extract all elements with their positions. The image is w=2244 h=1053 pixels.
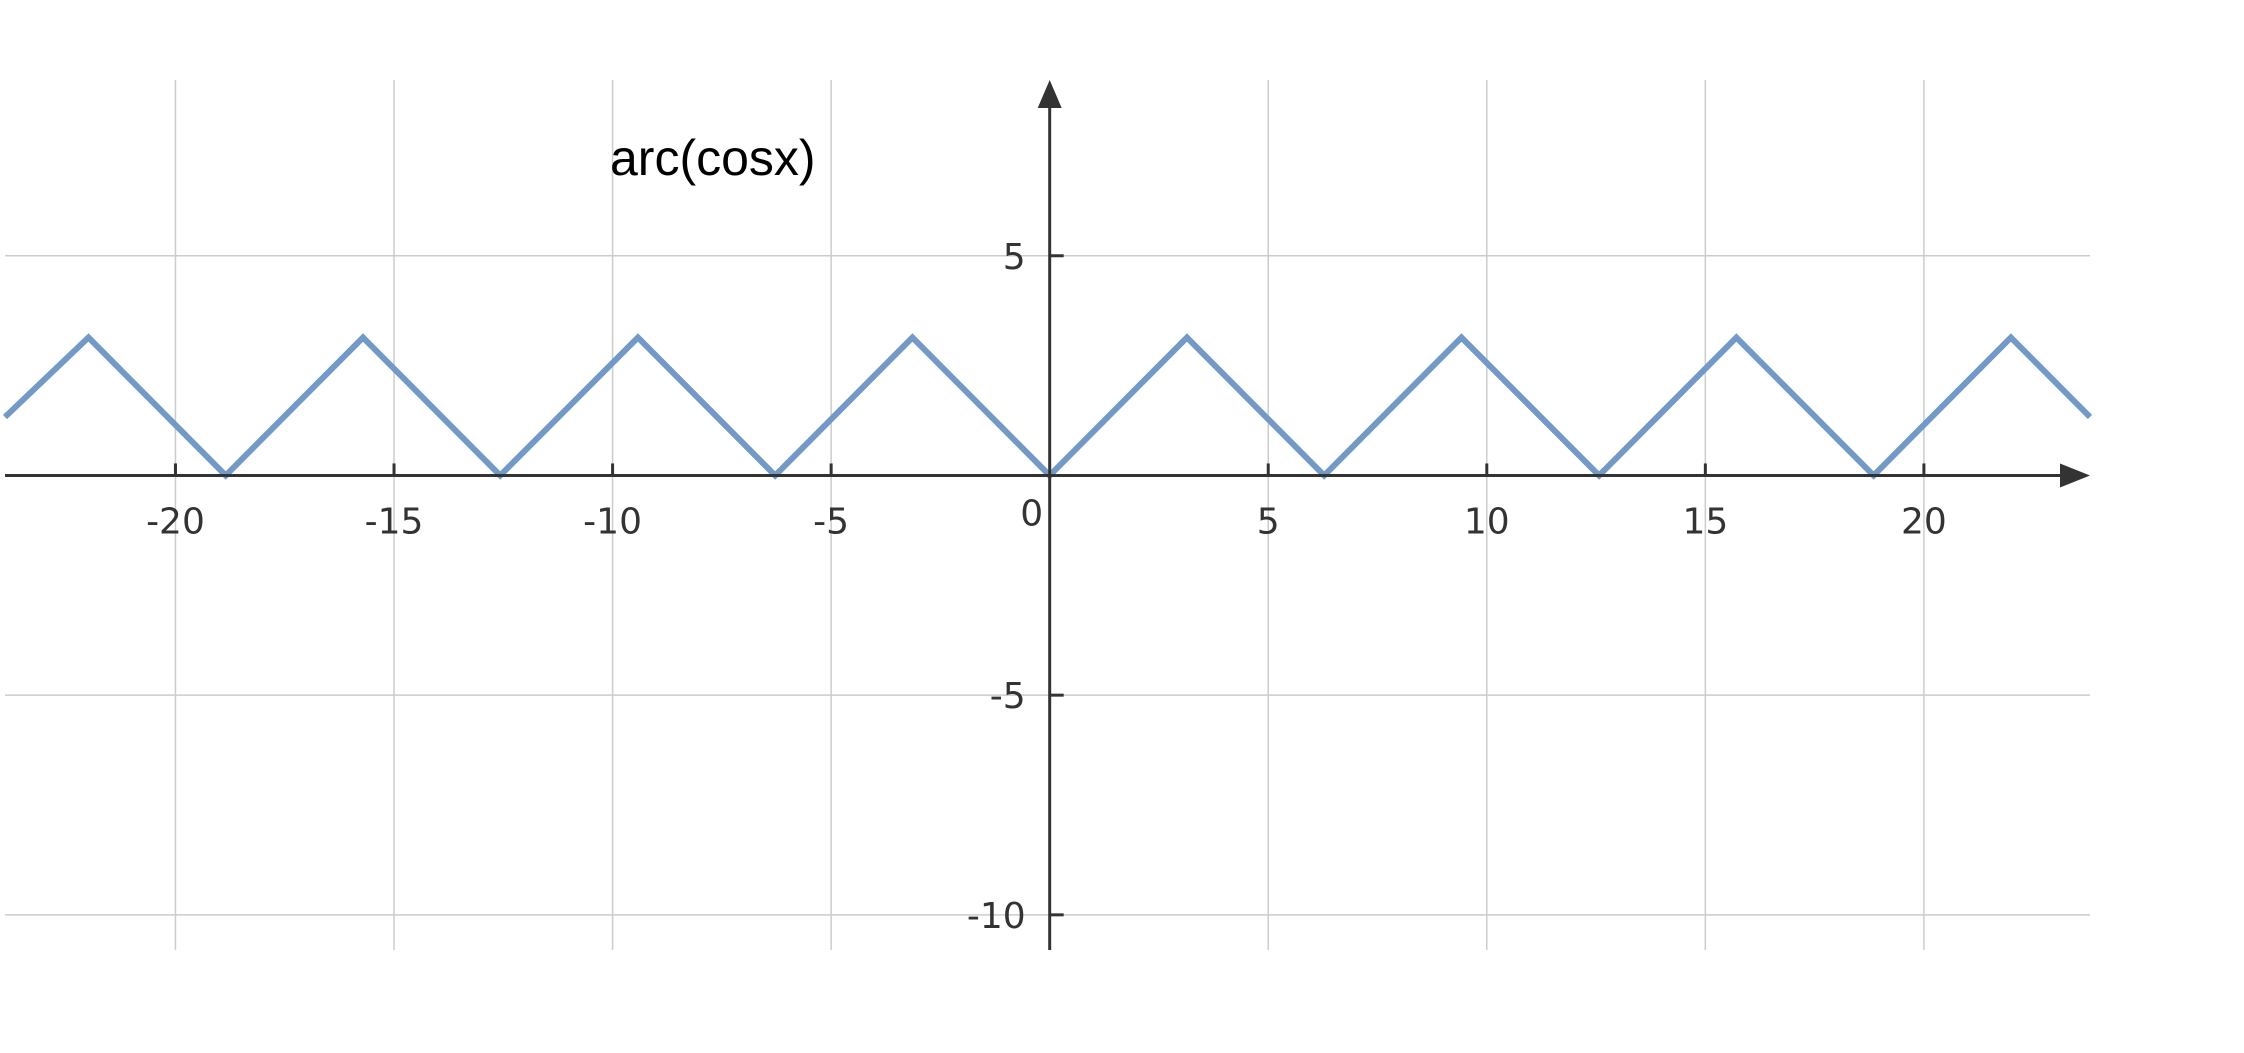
function-annotation: arc(cosx) [610, 130, 816, 186]
x-tick-label: -15 [365, 501, 424, 542]
x-tick-label: -20 [146, 501, 205, 542]
x-tick-label: -5 [813, 501, 849, 542]
x-tick-label: 0 [1020, 493, 1043, 534]
series-layer [2, 333, 2093, 480]
gridlines [5, 80, 2090, 950]
y-axis-arrow [1037, 80, 1062, 108]
x-axis-arrow [2060, 463, 2090, 488]
x-tick-label: 10 [1464, 501, 1510, 542]
x-tick-label: 20 [1901, 501, 1947, 542]
y-tick-label: -10 [967, 896, 1026, 937]
x-tick-label: -10 [583, 501, 642, 542]
x-tick-label: 5 [1257, 501, 1280, 542]
ticks: -20 -15 -10 -5 0 5 10 15 20 5 -5 -10 [146, 237, 1947, 937]
y-tick-label: 5 [1003, 237, 1026, 278]
x-tick-label: 15 [1682, 501, 1728, 542]
series-line [2, 333, 2093, 480]
axes [5, 80, 2090, 950]
y-tick-label: -5 [990, 676, 1026, 717]
